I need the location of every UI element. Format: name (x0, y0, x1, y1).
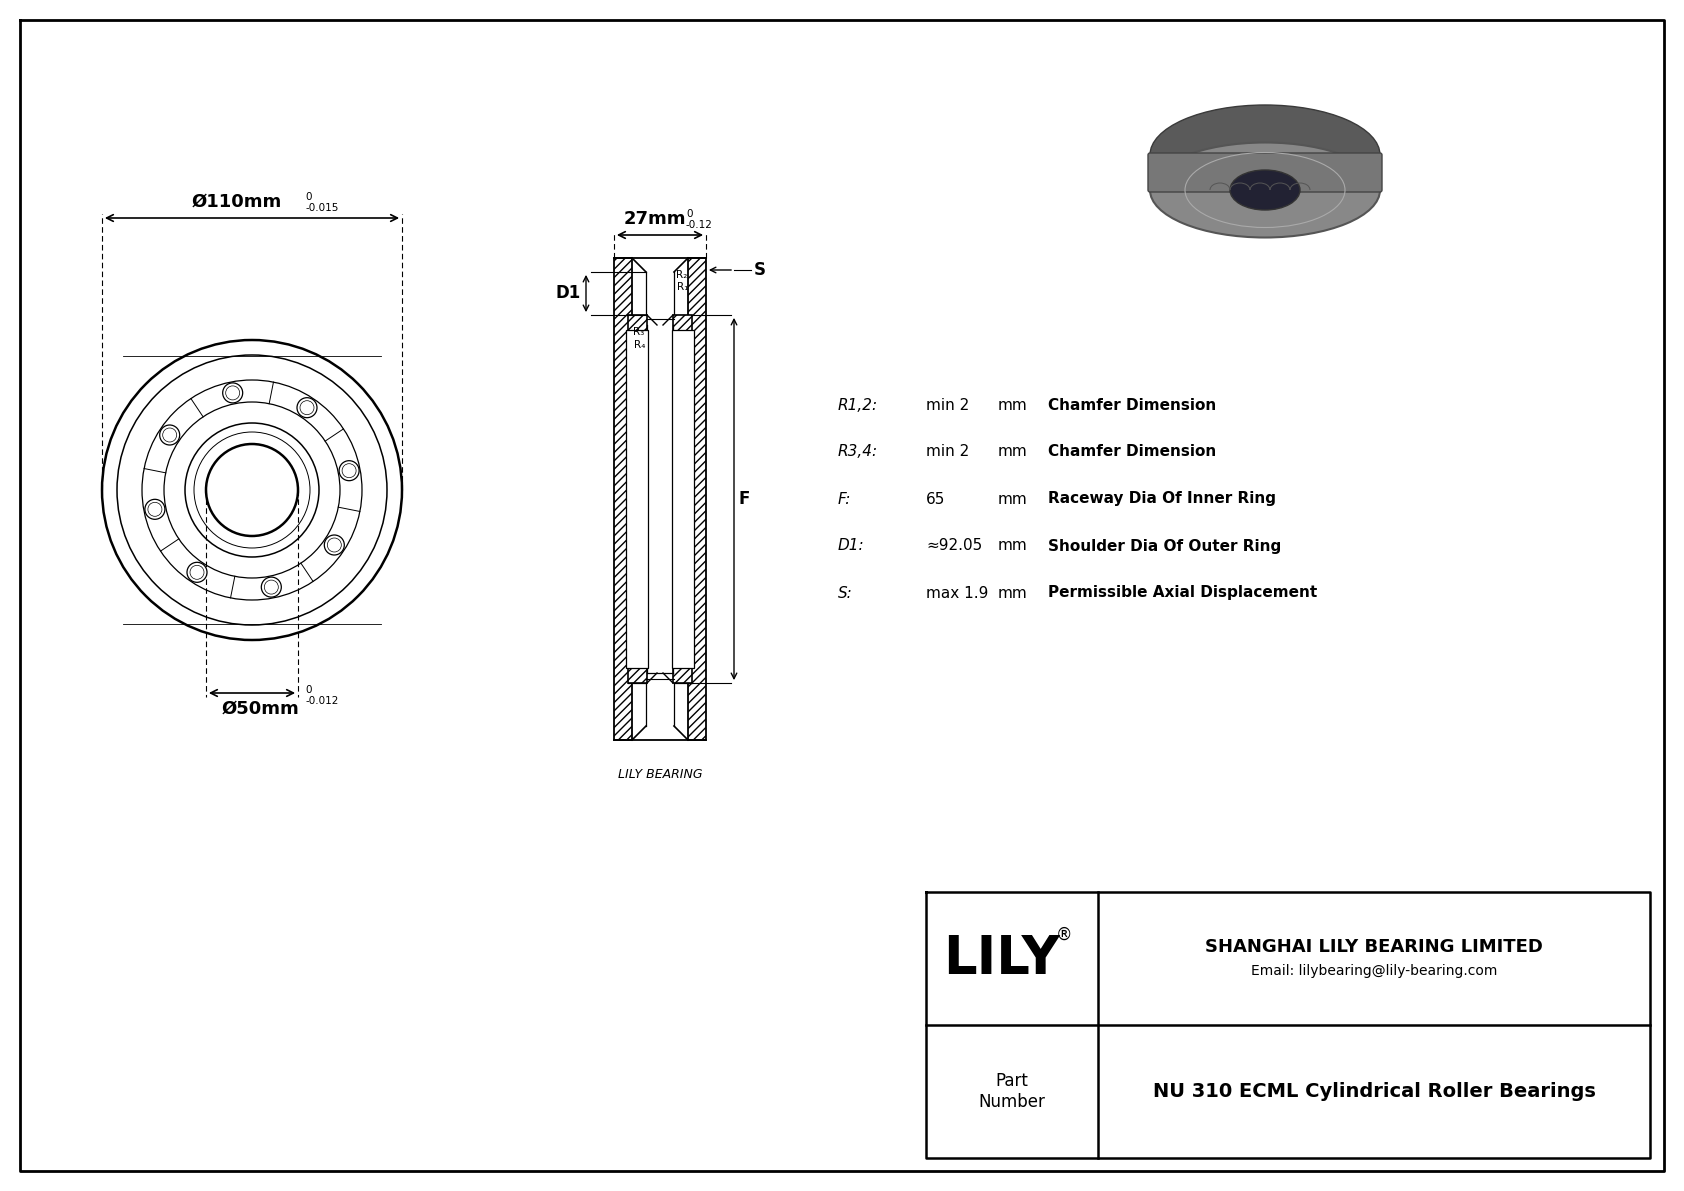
Ellipse shape (338, 461, 359, 481)
Polygon shape (689, 258, 706, 740)
Text: LILY: LILY (943, 933, 1061, 985)
Text: Email: lilybearing@lily-bearing.com: Email: lilybearing@lily-bearing.com (1251, 964, 1497, 978)
Text: ≈92.05: ≈92.05 (926, 538, 982, 554)
Ellipse shape (187, 562, 207, 582)
Text: Part
Number: Part Number (978, 1072, 1046, 1111)
Text: max 1.9: max 1.9 (926, 586, 989, 600)
Text: 27mm: 27mm (623, 210, 687, 227)
Text: min 2: min 2 (926, 398, 970, 412)
Text: Ø50mm: Ø50mm (221, 700, 298, 718)
Ellipse shape (145, 499, 165, 519)
Text: S:: S: (839, 586, 852, 600)
Text: F: F (739, 490, 751, 509)
Text: R₄: R₄ (633, 339, 645, 350)
Ellipse shape (1229, 170, 1300, 210)
Text: R₁: R₁ (677, 282, 689, 292)
Text: SHANGHAI LILY BEARING LIMITED: SHANGHAI LILY BEARING LIMITED (1206, 937, 1543, 955)
Text: 0: 0 (685, 208, 692, 219)
Ellipse shape (296, 398, 317, 418)
FancyBboxPatch shape (1148, 152, 1383, 192)
Polygon shape (672, 330, 694, 668)
Text: F:: F: (839, 492, 852, 506)
Text: -0.12: -0.12 (685, 220, 712, 230)
Polygon shape (626, 330, 648, 668)
Text: 65: 65 (926, 492, 945, 506)
Text: Raceway Dia Of Inner Ring: Raceway Dia Of Inner Ring (1047, 492, 1276, 506)
Text: Permissible Axial Displacement: Permissible Axial Displacement (1047, 586, 1317, 600)
Ellipse shape (222, 382, 242, 403)
Text: D1: D1 (556, 285, 581, 303)
Text: min 2: min 2 (926, 444, 970, 460)
Polygon shape (674, 314, 692, 682)
Text: Shoulder Dia Of Outer Ring: Shoulder Dia Of Outer Ring (1047, 538, 1282, 554)
Polygon shape (628, 314, 647, 682)
Text: D1:: D1: (839, 538, 864, 554)
Text: R₃: R₃ (633, 328, 645, 337)
Text: ®: ® (1056, 925, 1073, 943)
Text: mm: mm (999, 492, 1027, 506)
Ellipse shape (325, 535, 344, 555)
Polygon shape (615, 258, 632, 740)
Text: mm: mm (999, 538, 1027, 554)
Text: R₂: R₂ (675, 270, 687, 280)
Text: R1,2:: R1,2: (839, 398, 877, 412)
Text: LILY BEARING: LILY BEARING (618, 768, 702, 781)
Text: 0: 0 (305, 685, 312, 696)
Ellipse shape (1150, 143, 1379, 237)
Text: -0.015: -0.015 (305, 202, 338, 213)
Text: mm: mm (999, 444, 1027, 460)
Text: 0: 0 (305, 192, 312, 202)
Text: Ø110mm: Ø110mm (192, 193, 283, 211)
Ellipse shape (1150, 105, 1379, 205)
Text: NU 310 ECML Cylindrical Roller Bearings: NU 310 ECML Cylindrical Roller Bearings (1152, 1081, 1595, 1100)
Text: Chamfer Dimension: Chamfer Dimension (1047, 398, 1216, 412)
Ellipse shape (160, 425, 180, 445)
Text: R3,4:: R3,4: (839, 444, 877, 460)
Ellipse shape (261, 578, 281, 597)
Text: -0.012: -0.012 (305, 696, 338, 706)
Text: S: S (754, 261, 766, 279)
Text: mm: mm (999, 586, 1027, 600)
Text: Chamfer Dimension: Chamfer Dimension (1047, 444, 1216, 460)
Text: mm: mm (999, 398, 1027, 412)
